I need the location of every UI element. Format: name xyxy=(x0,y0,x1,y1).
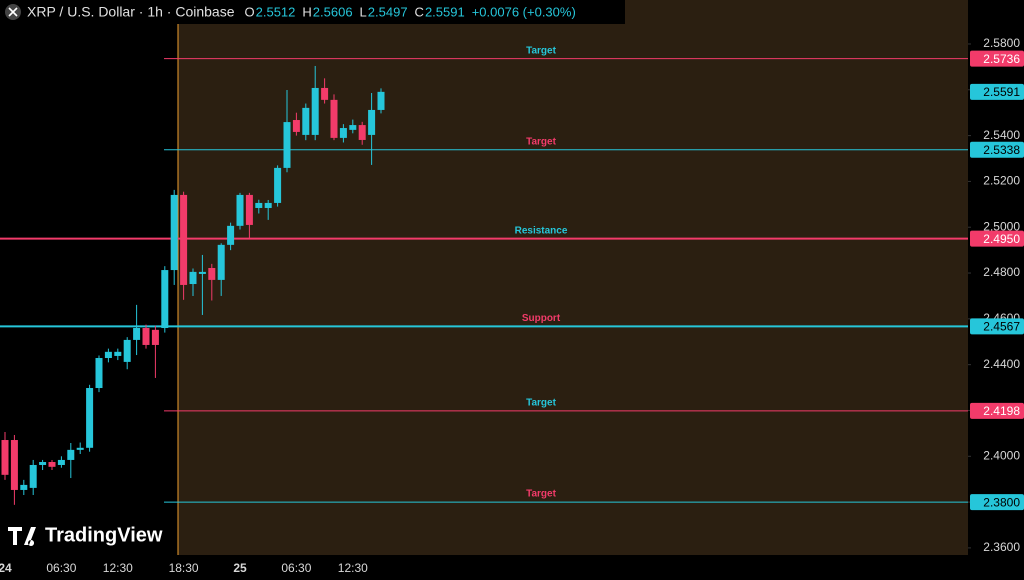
candle-body xyxy=(104,351,112,359)
level-name: Target xyxy=(526,489,556,500)
candle-body xyxy=(358,125,366,140)
candle-body xyxy=(39,462,47,465)
candle-body xyxy=(57,459,65,465)
x-tick-label: 24 xyxy=(0,561,12,575)
legend-key: L xyxy=(360,4,367,19)
legend-value: 2.5591 xyxy=(425,4,465,19)
symbol-title: XRP / U.S. Dollar · 1h · Coinbase xyxy=(27,4,235,20)
candle-body xyxy=(264,202,272,208)
x-tick-label: 12:30 xyxy=(338,561,368,575)
candle-body xyxy=(1,440,9,475)
candle-body xyxy=(283,122,291,168)
candle-body xyxy=(170,194,178,271)
level-badge-label: 2.5338 xyxy=(983,143,1020,157)
y-tick-label: 2.5000 xyxy=(983,219,1020,233)
candle-body xyxy=(330,99,338,138)
candle-body xyxy=(142,328,150,345)
x-tick-label: 25 xyxy=(233,561,247,575)
candle-body xyxy=(114,351,122,356)
candle-body xyxy=(377,91,385,110)
level-name: Target xyxy=(526,45,556,56)
close-x xyxy=(8,7,18,17)
candle-body xyxy=(86,388,94,448)
candle-body xyxy=(20,484,28,490)
y-tick-label: 2.5800 xyxy=(983,36,1020,50)
legend-value: 2.5512 xyxy=(256,4,296,19)
candle-body xyxy=(227,225,235,245)
candle-body xyxy=(274,167,282,203)
last-price-badge xyxy=(970,83,1024,100)
candle-body xyxy=(368,109,376,135)
y-tick-label: 2.4400 xyxy=(983,357,1020,371)
level-name: Resistance xyxy=(515,225,568,236)
level-badge-label: 2.4198 xyxy=(983,404,1020,418)
candle-body xyxy=(48,462,56,467)
legend-key: H xyxy=(302,4,311,19)
y-tick-label: 2.4000 xyxy=(983,448,1020,462)
x-tick-label: 12:30 xyxy=(103,561,133,575)
level-badge xyxy=(970,141,1024,158)
level-badge xyxy=(970,318,1024,335)
level-badge xyxy=(970,402,1024,419)
session-shade xyxy=(178,0,968,555)
candle-body xyxy=(95,358,103,389)
level-badge-label: 2.4567 xyxy=(983,320,1020,334)
candle-body xyxy=(198,271,206,274)
legend-value: 2.5497 xyxy=(368,4,408,19)
candle-body xyxy=(302,107,310,135)
candle-body xyxy=(180,194,188,285)
candle-body xyxy=(133,328,141,340)
level-badge-label: 2.5736 xyxy=(983,52,1020,66)
level-name: Target xyxy=(526,398,556,409)
candle-body xyxy=(217,244,225,280)
candle-body xyxy=(29,464,37,488)
y-tick-label: 2.5200 xyxy=(983,174,1020,188)
level-badge-label: 2.4950 xyxy=(983,232,1020,246)
level-badge xyxy=(970,230,1024,247)
candle-body xyxy=(189,271,197,285)
last-price-label: 2.5591 xyxy=(983,85,1020,99)
candle-body xyxy=(311,87,319,135)
y-tick-label: 2.4800 xyxy=(983,265,1020,279)
x-tick-label: 06:30 xyxy=(281,561,311,575)
candle-body xyxy=(123,339,131,362)
y-tick-label: 2.3600 xyxy=(983,540,1020,554)
candle-body xyxy=(151,329,159,345)
candle-body xyxy=(76,447,84,450)
candle-body xyxy=(255,202,263,208)
candle-body xyxy=(292,120,300,132)
ohlc-legend: O 2.5512 H 2.5606 L 2.5497 C 2.5591 +0.0076 (+0.… xyxy=(245,4,576,19)
y-tick-label: 2.5400 xyxy=(983,128,1020,142)
candle-body xyxy=(349,125,357,130)
candle-body xyxy=(245,194,253,225)
legend-key: O xyxy=(245,4,255,19)
legend-change: +0.0076 (+0.30%) xyxy=(472,4,576,19)
legend-value: 2.5606 xyxy=(313,4,353,19)
candle-body xyxy=(161,270,169,329)
watermark: TradingView xyxy=(8,524,163,546)
level-badge-label: 2.3800 xyxy=(983,495,1020,509)
legend-key: C xyxy=(415,4,424,19)
level-name: Target xyxy=(526,136,556,147)
candle-body xyxy=(339,128,347,138)
watermark-text: TradingView xyxy=(45,524,163,546)
candle-body xyxy=(208,267,216,280)
candle-body xyxy=(321,87,329,100)
header-bg xyxy=(0,0,625,24)
x-tick-label: 06:30 xyxy=(46,561,76,575)
level-badge xyxy=(970,494,1024,511)
level-name: Support xyxy=(522,313,561,324)
candle-body xyxy=(236,194,244,226)
candle-body xyxy=(10,440,18,490)
x-tick-label: 18:30 xyxy=(169,561,199,575)
level-badge xyxy=(970,50,1024,67)
candle-body xyxy=(67,449,75,460)
